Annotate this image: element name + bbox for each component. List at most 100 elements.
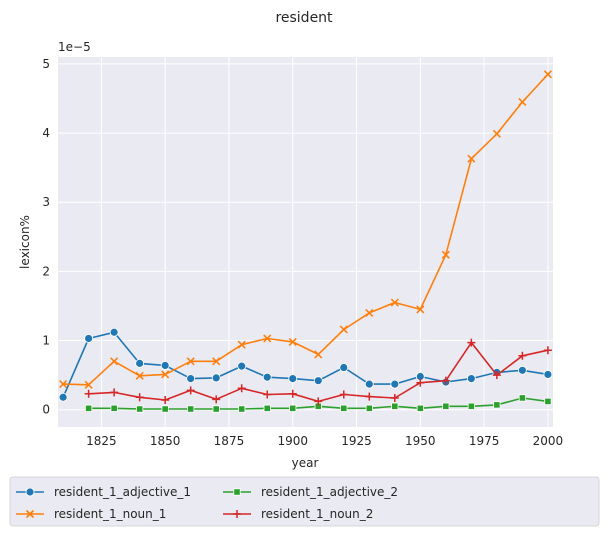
legend-label: resident_1_adjective_2 [261,485,398,499]
y-axis-label: lexicon% [18,215,32,269]
data-point [84,334,94,343]
data-point [467,402,475,410]
data-point [339,390,348,399]
legend-marker [25,509,35,519]
data-point [390,298,399,307]
data-point [442,402,450,410]
data-point [212,395,221,404]
x-tick-label: 2000 [533,434,564,448]
chart-title: resident [275,10,333,26]
data-point [339,363,349,372]
data-point [518,351,527,360]
data-point [263,404,271,412]
x-tick-label: 1850 [150,434,181,448]
series-4 [84,338,552,406]
data-point [237,340,246,349]
data-point [543,370,553,379]
data-point [161,370,170,379]
data-point [441,250,450,259]
legend-item: resident_1_adjective_1 [16,485,191,499]
legend-label: resident_1_noun_1 [54,507,166,521]
grid-lines [58,57,553,427]
data-point [543,70,552,79]
x-tick-label: 1925 [341,434,372,448]
data-point [109,327,119,337]
data-point [289,404,297,412]
series-lines [58,70,553,413]
legend-label: resident_1_adjective_1 [54,485,191,499]
data-point [518,394,526,402]
data-point [365,308,374,317]
legend-item: resident_1_noun_1 [16,507,166,521]
y-tick-label: 5 [42,57,50,71]
legend-marker [25,487,35,497]
data-point [288,389,297,398]
x-tick-label: 1875 [214,434,245,448]
legend-item: resident_1_noun_2 [223,507,373,521]
data-point [212,357,221,366]
data-point [365,404,373,412]
y-tick-label: 1 [42,334,50,348]
data-point [364,379,374,389]
series-3 [85,394,552,413]
legend-marker [233,488,241,496]
data-point [238,405,246,413]
data-point [467,154,476,163]
data-point [390,379,400,389]
y-tick-label: 0 [42,403,50,417]
data-point [288,337,297,347]
data-point [340,404,348,412]
data-point [135,393,144,402]
data-point [263,334,272,343]
data-point [339,325,348,334]
data-point [58,392,68,402]
data-point [493,401,501,409]
data-point [544,397,552,406]
data-point [314,350,323,359]
series-1 [58,327,553,402]
data-point [211,373,221,383]
y-scale-label: 1e−5 [58,40,91,54]
data-point [365,392,374,401]
data-point [110,357,119,366]
data-point [416,404,424,412]
x-tick-label: 1825 [86,434,117,448]
data-point [390,393,399,402]
data-point [492,129,501,138]
y-tick-label: 3 [42,195,50,209]
data-point [237,384,246,393]
y-tick-label: 4 [42,126,50,140]
data-point [135,358,145,368]
data-point [85,404,93,412]
data-point [237,361,247,371]
data-point [416,378,425,387]
y-tick-labels: 0 1 2 3 4 5 [42,57,50,417]
data-point [212,405,220,413]
series-line [63,73,549,386]
data-point [492,371,501,380]
data-point [136,405,144,413]
data-point [161,405,169,413]
data-point [441,376,450,385]
data-point [262,372,272,382]
data-point [543,346,552,355]
data-point [186,386,195,395]
x-tick-label: 1950 [405,434,436,448]
legend: resident_1_adjective_1 resident_1_noun_1 r… [9,476,600,527]
series-2 [59,70,552,389]
x-axis-label: year [292,456,319,470]
legend-marker [233,510,241,518]
data-point [313,376,323,386]
data-point [160,361,170,370]
data-point [187,405,195,413]
data-point [288,374,298,383]
data-point [84,380,93,389]
y-tick-label: 2 [42,264,50,278]
data-point [161,396,170,405]
x-tick-labels: 1825 1850 1875 1900 1925 1950 1975 2000 [86,434,563,448]
x-tick-label: 1900 [277,434,308,448]
data-point [186,357,195,366]
x-tick-label: 1975 [469,434,500,448]
legend-label: resident_1_noun_2 [261,507,373,521]
data-point [59,380,68,389]
